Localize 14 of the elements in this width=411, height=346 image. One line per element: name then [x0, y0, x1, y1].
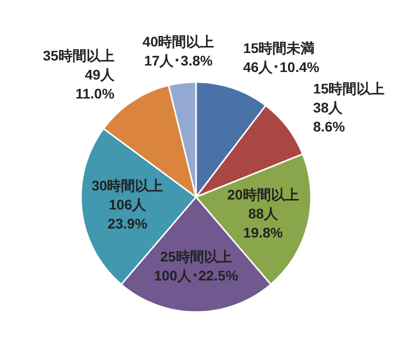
data-label: 49人 11.0% [76, 66, 116, 102]
slice-label: 15時間未満 [243, 40, 315, 56]
data-label: 100人･22.5% [154, 267, 239, 284]
slice-label: 40時間以上 [142, 33, 214, 50]
slice-label: 20時間以上 [227, 186, 299, 202]
slice-label: 30時間以上 [92, 178, 164, 194]
slice-label: 35時間以上 [42, 47, 114, 64]
data-label: 88人 19.8% [243, 205, 284, 240]
data-label: 17人･3.8% [144, 52, 214, 68]
slice-label: 15時間以上 [313, 80, 385, 97]
data-label: 46人･10.4% [243, 58, 320, 75]
slice-label: 25時間以上 [160, 248, 232, 264]
data-label: 106人 23.9% [108, 196, 148, 232]
data-label: 38人 8.6% [313, 100, 346, 135]
